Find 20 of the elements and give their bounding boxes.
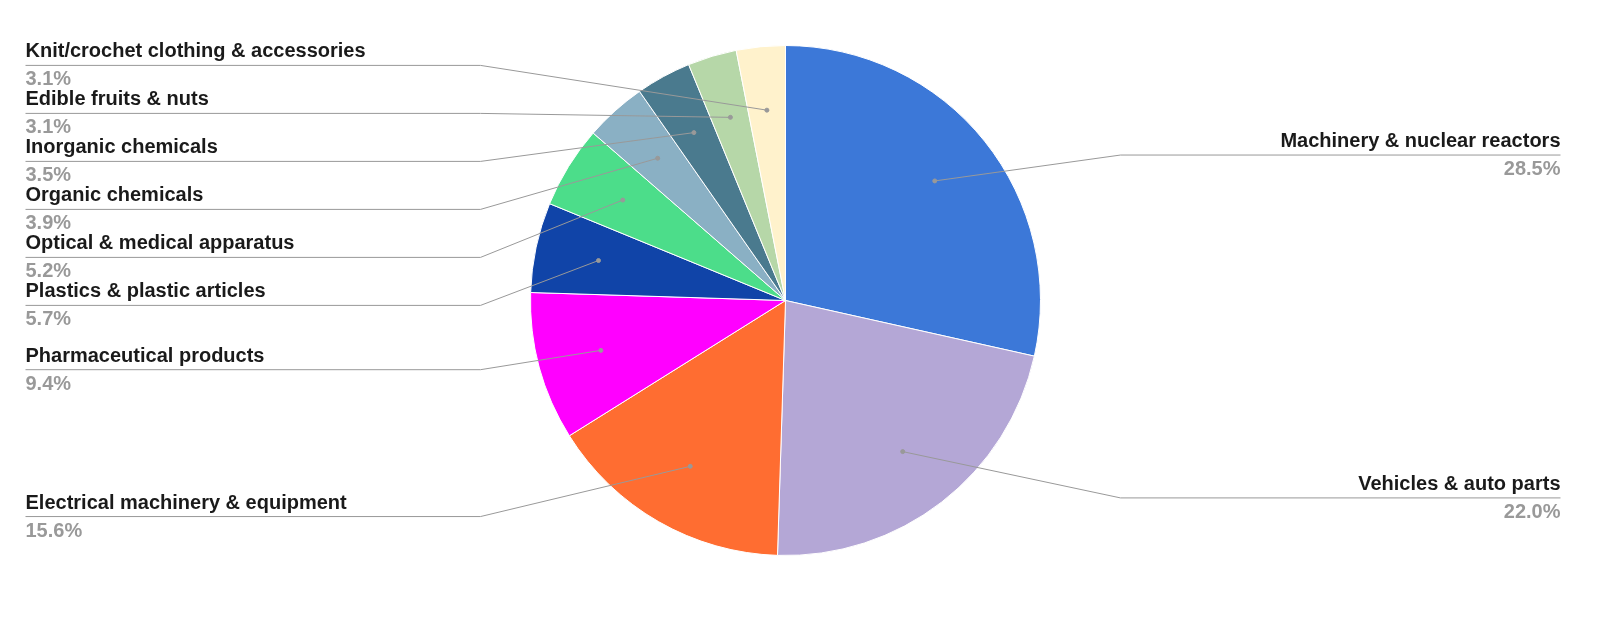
data-label: 3.1% [25, 115, 72, 138]
data-label: 15.6% [25, 518, 83, 541]
data-label: 3.5% [25, 163, 72, 186]
slice-label: Vehicles & auto parts [1358, 471, 1561, 494]
slice-label: Knit/crochet clothing & accessories [25, 39, 366, 62]
data-label: 9.4% [25, 371, 72, 394]
slice-label: Edible fruits & nuts [25, 87, 209, 110]
data-label: 22.0% [1503, 499, 1561, 522]
slice-label: Optical & medical apparatus [25, 231, 295, 254]
data-label: 5.2% [25, 259, 72, 282]
data-label: 28.5% [1503, 157, 1561, 180]
data-label: 3.9% [25, 211, 72, 234]
slice-label: Pharmaceutical products [25, 343, 265, 366]
slice-label: Organic chemicals [25, 183, 204, 206]
data-label: 3.1% [25, 67, 72, 90]
slice-label: Plastics & plastic articles [25, 279, 266, 302]
slice-label: Machinery & nuclear reactors [1280, 129, 1561, 152]
slice-label: Electrical machinery & equipment [25, 490, 348, 513]
data-label: 5.7% [25, 307, 72, 330]
slice-label: Inorganic chemicals [25, 135, 218, 158]
